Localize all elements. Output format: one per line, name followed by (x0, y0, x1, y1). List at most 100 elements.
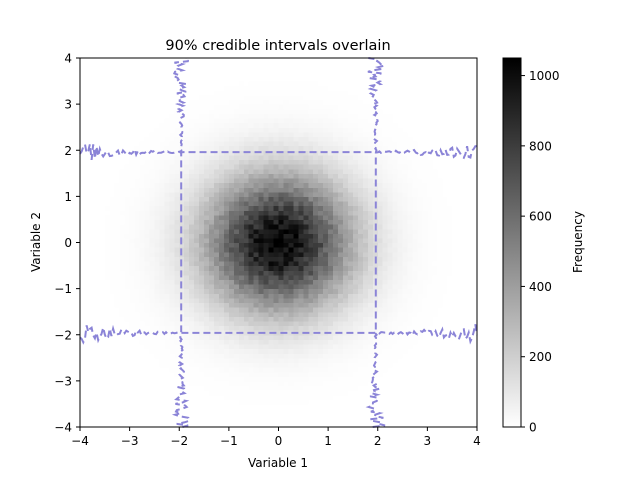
heatmap-cell (104, 297, 111, 304)
heatmap-cell (283, 380, 290, 387)
heatmap-cell (288, 371, 294, 377)
heatmap-cell (437, 200, 443, 207)
heatmap-cell (149, 284, 156, 290)
heatmap-cell (258, 233, 265, 239)
interval-line-y-upper (79, 142, 478, 161)
heatmap-cell (258, 154, 265, 161)
heatmap-cell (124, 297, 131, 304)
heatmap-cell (318, 297, 324, 304)
heatmap-cell (288, 399, 294, 405)
heatmap-cell (124, 173, 131, 179)
heatmap-cell (114, 187, 121, 193)
heatmap-cell (149, 177, 156, 184)
heatmap-cell (367, 316, 374, 322)
heatmap-cell (407, 325, 414, 331)
heatmap-cell (387, 219, 394, 225)
heatmap-cell (223, 127, 230, 133)
heatmap-cell (253, 353, 260, 359)
heatmap-cell (174, 233, 180, 239)
heatmap-cell (283, 117, 290, 124)
heatmap-cell (263, 343, 270, 350)
heatmap-cell (194, 117, 200, 124)
heatmap-cell (144, 237, 151, 244)
heatmap-cell (159, 293, 165, 299)
heatmap-cell (199, 90, 205, 96)
heatmap-cell (402, 145, 409, 151)
heatmap-cell (303, 127, 309, 133)
heatmap-cell (184, 150, 190, 156)
heatmap-cell (328, 136, 334, 142)
heatmap-cell (253, 90, 260, 96)
heatmap-cell (154, 311, 160, 317)
heatmap-cell (382, 164, 389, 170)
heatmap-cell (278, 251, 285, 257)
heatmap-cell (223, 224, 230, 230)
heatmap-cell (164, 164, 170, 170)
heatmap-cell (347, 205, 354, 211)
heatmap-cell (174, 293, 180, 299)
heatmap-cell (184, 265, 190, 271)
heatmap-cell (412, 284, 419, 290)
heatmap-cell (333, 390, 339, 396)
heatmap-cell (323, 316, 329, 322)
heatmap-cell (333, 339, 339, 345)
heatmap-cell (194, 367, 200, 373)
heatmap-cell (457, 260, 463, 267)
heatmap-cell (283, 228, 290, 234)
heatmap-cell (199, 99, 205, 105)
heatmap-cell (258, 76, 265, 82)
heatmap-cell (149, 307, 156, 313)
heatmap-cell (298, 311, 304, 317)
heatmap-cell (194, 265, 200, 271)
heatmap-cell (213, 196, 220, 202)
heatmap-cell (402, 320, 409, 327)
heatmap-cell (119, 251, 126, 257)
heatmap-cell (223, 168, 230, 174)
heatmap-cell (392, 343, 399, 350)
heatmap-cell (328, 394, 334, 400)
heatmap-cell (194, 182, 200, 188)
heatmap-cell (417, 320, 424, 327)
heatmap-cell (313, 343, 319, 350)
heatmap-cell (253, 385, 260, 391)
heatmap-cell (243, 390, 250, 396)
heatmap-cell (189, 385, 195, 391)
heatmap-cell (139, 339, 146, 345)
colorbar-tick-label: 1000 (529, 69, 560, 83)
heatmap-cell (357, 177, 364, 184)
heatmap-cell (238, 288, 245, 294)
heatmap-cell (218, 353, 225, 359)
heatmap-cell (308, 353, 314, 359)
heatmap-cell (437, 320, 443, 327)
heatmap-cell (313, 348, 319, 354)
heatmap-cell (258, 348, 265, 354)
heatmap-cell (347, 99, 354, 105)
heatmap-cell (218, 141, 225, 147)
heatmap-cell (387, 320, 394, 327)
heatmap-cell (417, 288, 424, 294)
heatmap-cell (432, 205, 438, 211)
heatmap-cell (238, 371, 245, 377)
heatmap-cell (417, 237, 424, 244)
heatmap-cell (189, 191, 195, 197)
heatmap-cell (357, 270, 364, 276)
heatmap-cell (303, 76, 309, 82)
heatmap-cell (154, 343, 160, 350)
heatmap-cell (268, 284, 275, 290)
heatmap-cell (437, 297, 443, 304)
heatmap-cell (323, 265, 329, 271)
heatmap-cell (452, 251, 458, 257)
heatmap-cell (328, 251, 334, 257)
heatmap-cell (303, 390, 309, 396)
heatmap-cell (432, 325, 438, 331)
heatmap-cell (189, 288, 195, 294)
heatmap-cell (99, 284, 106, 290)
heatmap-cell (347, 242, 354, 248)
colorbar-tick-label: 200 (529, 350, 552, 364)
heatmap-cell (233, 187, 240, 193)
heatmap-cell (367, 367, 374, 373)
heatmap-cell (268, 117, 275, 124)
heatmap-cell (114, 260, 121, 267)
heatmap-cell (189, 311, 195, 317)
heatmap-cell (452, 242, 458, 248)
